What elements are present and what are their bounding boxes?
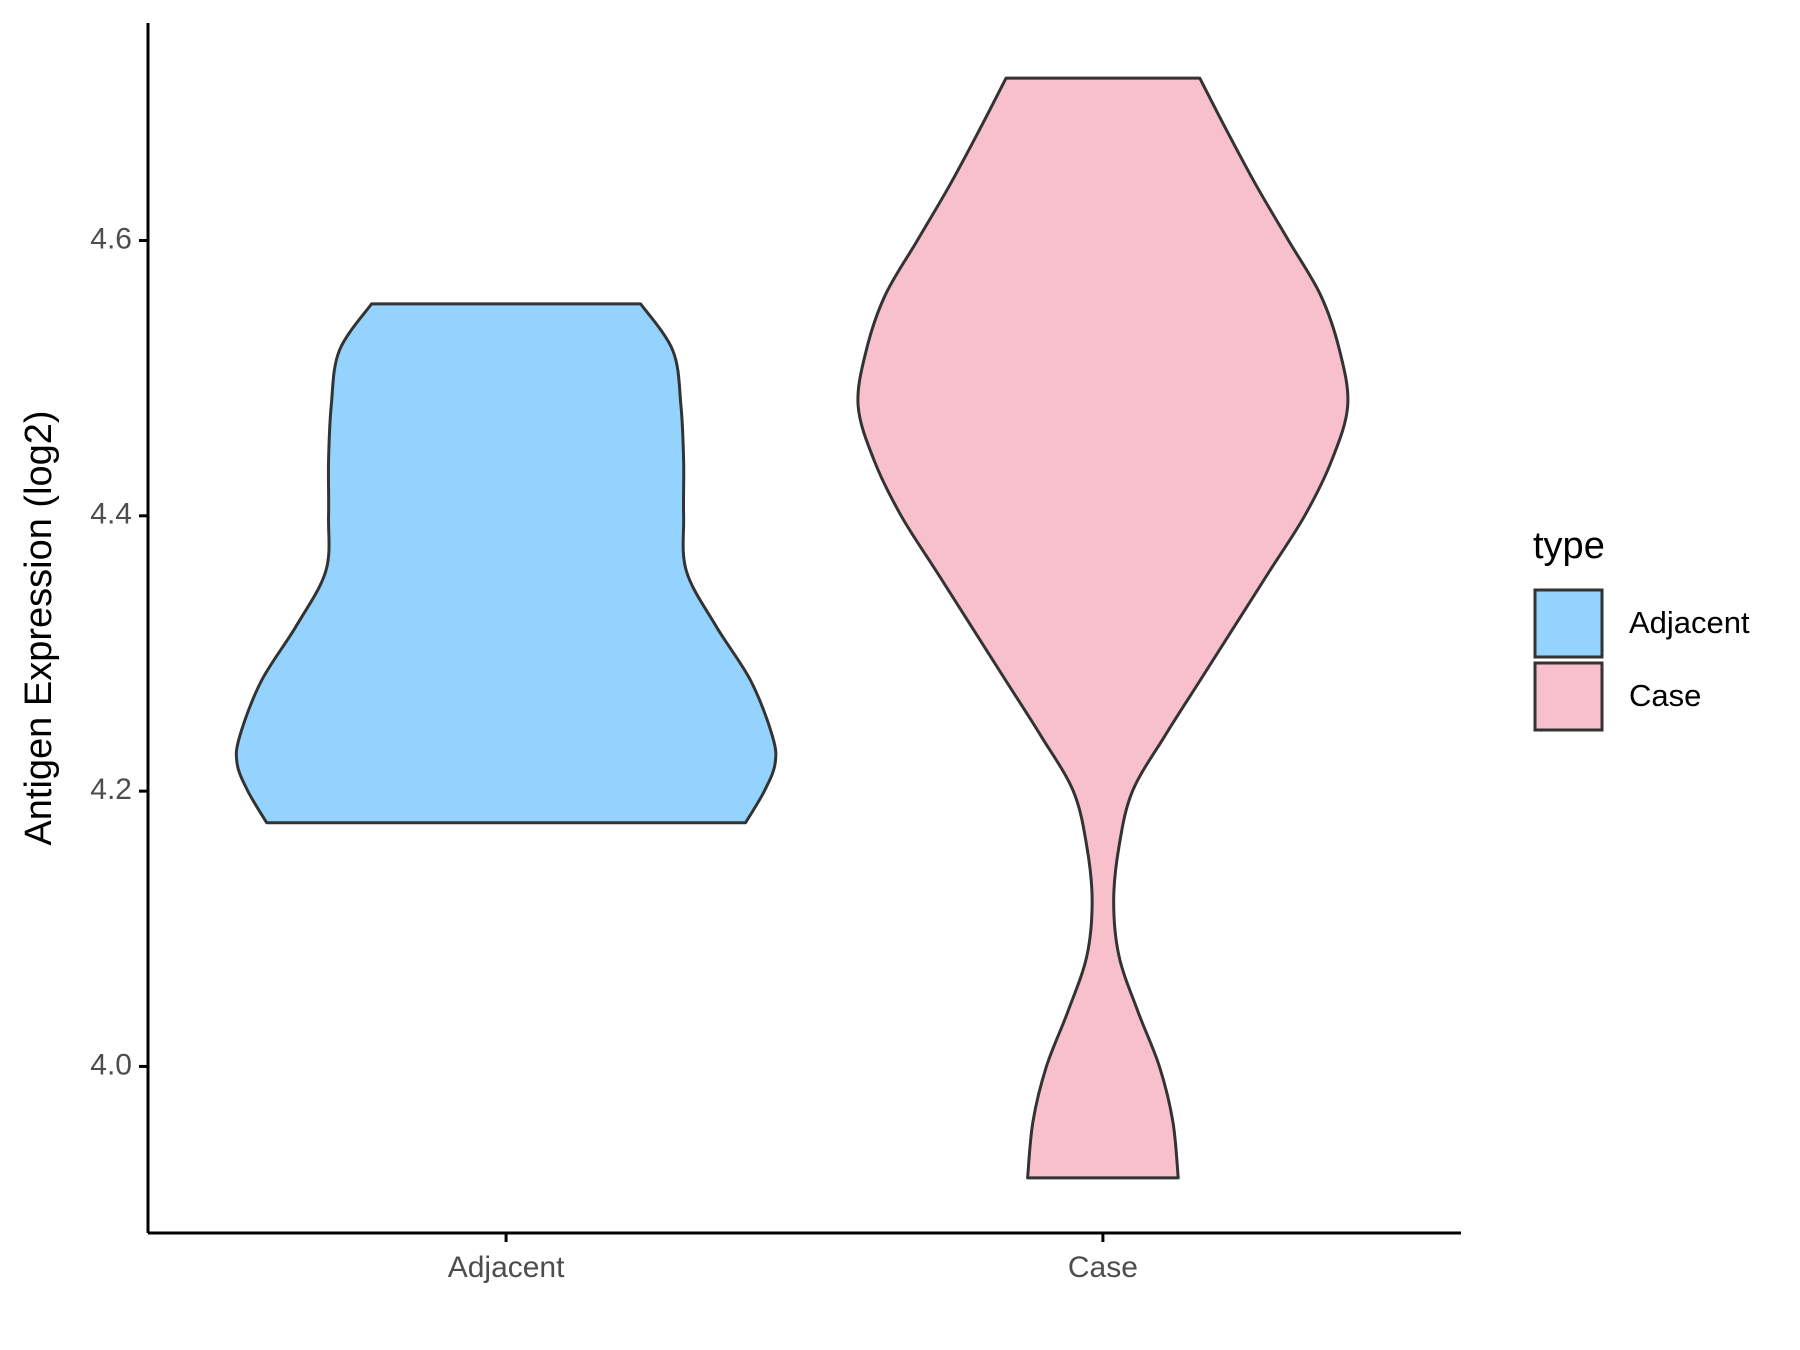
y-tick-label: 4.4 <box>90 498 132 531</box>
legend-key <box>1533 661 1604 732</box>
x-tick-label: Adjacent <box>448 1251 565 1284</box>
legend-label: Adjacent <box>1629 605 1750 640</box>
legend-title: type <box>1533 525 1605 567</box>
y-axis-title: Antigen Expression (log2) <box>18 410 60 845</box>
violin <box>234 302 778 825</box>
y-tick-label: 4.2 <box>90 773 132 806</box>
y-tick-label: 4.0 <box>90 1048 132 1081</box>
x-tick-label: Case <box>1068 1251 1138 1284</box>
violin <box>856 76 1350 1180</box>
y-tick-label: 4.6 <box>90 222 132 255</box>
legend-key <box>1533 588 1604 659</box>
legend-label: Case <box>1629 678 1701 713</box>
